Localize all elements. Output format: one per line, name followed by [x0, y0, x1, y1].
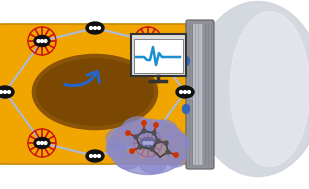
- Circle shape: [37, 40, 40, 42]
- Circle shape: [150, 142, 153, 144]
- Circle shape: [174, 153, 178, 157]
- Ellipse shape: [106, 128, 134, 150]
- Circle shape: [146, 142, 149, 144]
- Circle shape: [184, 91, 186, 93]
- Circle shape: [8, 91, 11, 93]
- Circle shape: [37, 142, 40, 144]
- Circle shape: [98, 155, 100, 157]
- Ellipse shape: [86, 150, 104, 162]
- Ellipse shape: [166, 151, 186, 167]
- Ellipse shape: [0, 86, 14, 98]
- Circle shape: [44, 40, 47, 42]
- Circle shape: [90, 155, 92, 157]
- Ellipse shape: [106, 140, 126, 158]
- Circle shape: [146, 40, 149, 42]
- Circle shape: [130, 149, 134, 153]
- Circle shape: [150, 147, 154, 151]
- Circle shape: [4, 91, 6, 93]
- Circle shape: [44, 142, 47, 144]
- FancyBboxPatch shape: [186, 20, 214, 169]
- FancyBboxPatch shape: [0, 24, 197, 164]
- Ellipse shape: [193, 2, 309, 177]
- Circle shape: [98, 27, 100, 29]
- Circle shape: [154, 123, 158, 127]
- Circle shape: [40, 40, 43, 42]
- Circle shape: [0, 91, 2, 93]
- Ellipse shape: [176, 86, 194, 98]
- Ellipse shape: [140, 36, 156, 46]
- Ellipse shape: [140, 157, 166, 173]
- Circle shape: [166, 150, 170, 154]
- Circle shape: [143, 142, 146, 144]
- Circle shape: [94, 155, 96, 157]
- Circle shape: [164, 141, 168, 145]
- Circle shape: [143, 40, 146, 42]
- Ellipse shape: [230, 12, 309, 167]
- Ellipse shape: [32, 54, 158, 129]
- FancyBboxPatch shape: [131, 34, 186, 76]
- Ellipse shape: [34, 36, 50, 46]
- Ellipse shape: [34, 56, 156, 128]
- Circle shape: [156, 139, 160, 143]
- Circle shape: [142, 129, 146, 133]
- Circle shape: [188, 91, 190, 93]
- Circle shape: [138, 145, 142, 149]
- Bar: [193, 24, 203, 165]
- Ellipse shape: [183, 105, 189, 114]
- FancyBboxPatch shape: [134, 39, 183, 73]
- Ellipse shape: [183, 57, 189, 66]
- Ellipse shape: [108, 119, 188, 174]
- Ellipse shape: [167, 133, 189, 151]
- Circle shape: [40, 142, 43, 144]
- Ellipse shape: [140, 138, 156, 149]
- Circle shape: [150, 40, 153, 42]
- Circle shape: [142, 121, 146, 125]
- Circle shape: [180, 91, 182, 93]
- Ellipse shape: [123, 117, 153, 137]
- Circle shape: [94, 27, 96, 29]
- Circle shape: [152, 131, 156, 135]
- Ellipse shape: [34, 138, 50, 149]
- FancyArrowPatch shape: [65, 71, 99, 86]
- Circle shape: [126, 131, 130, 135]
- Ellipse shape: [149, 120, 177, 138]
- Ellipse shape: [116, 153, 140, 169]
- Ellipse shape: [86, 22, 104, 34]
- Circle shape: [134, 135, 138, 139]
- Circle shape: [90, 27, 92, 29]
